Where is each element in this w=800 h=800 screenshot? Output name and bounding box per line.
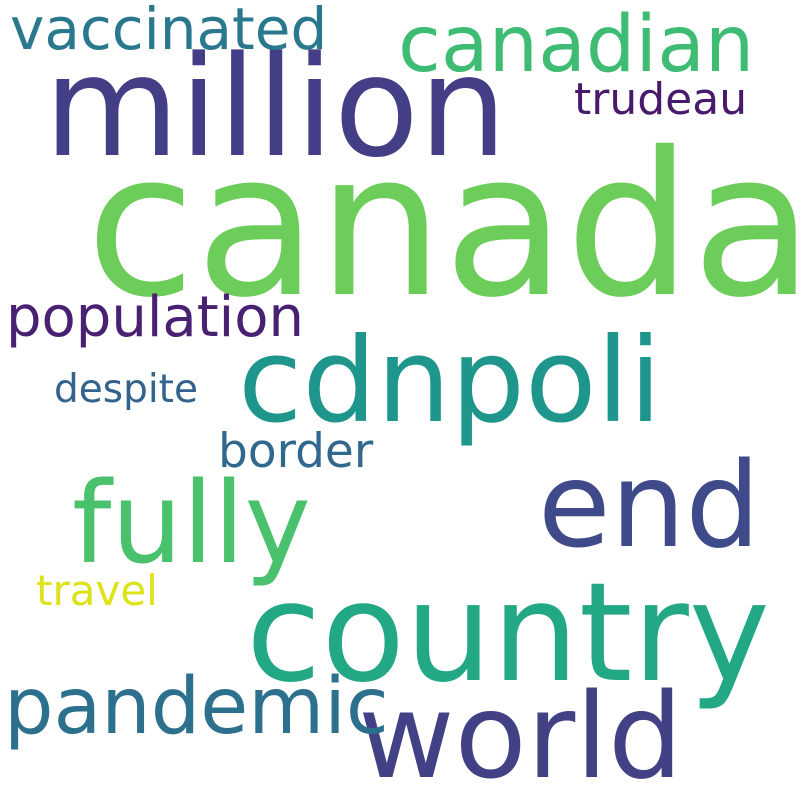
word-pandemic: pandemic bbox=[4, 662, 389, 752]
word-border: border bbox=[218, 424, 374, 479]
word-vaccinated: vaccinated bbox=[10, 0, 328, 63]
word-population: population bbox=[6, 285, 304, 350]
word-trudeau: trudeau bbox=[574, 74, 748, 125]
word-despite: despite bbox=[54, 367, 198, 412]
word-canada: canada bbox=[86, 109, 800, 341]
word-fully: fully bbox=[72, 459, 311, 589]
word-end: end bbox=[538, 436, 761, 574]
word-cdnpoli: cdnpoli bbox=[238, 312, 662, 449]
word-country: country bbox=[246, 554, 770, 713]
word-travel: travel bbox=[36, 566, 158, 615]
word-canadian: canadian bbox=[398, 0, 755, 90]
word-million: million bbox=[44, 26, 508, 188]
word-world: world bbox=[358, 667, 683, 800]
